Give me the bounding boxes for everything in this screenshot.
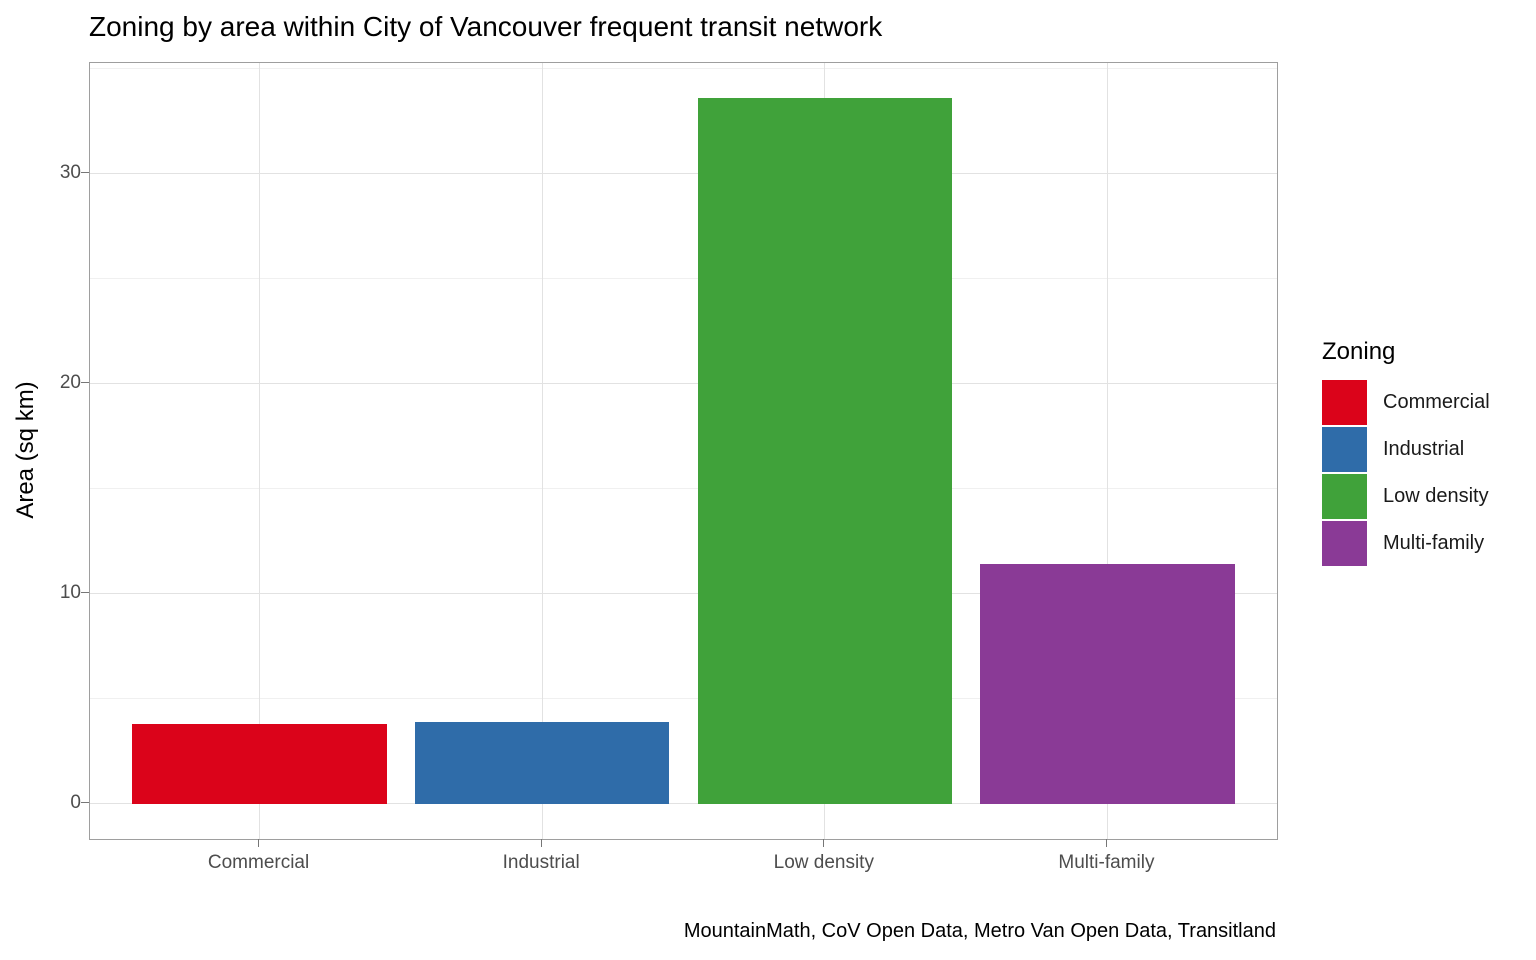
y-tick-mark xyxy=(81,172,89,174)
gridline-minor xyxy=(90,488,1277,490)
x-tick-mark xyxy=(540,839,542,847)
bar-commercial xyxy=(132,723,387,804)
legend-swatch xyxy=(1322,380,1367,425)
y-tick-label: 20 xyxy=(59,371,81,393)
legend: Zoning Commercial Industrial Low density Mu… xyxy=(1322,338,1490,568)
gridline-major xyxy=(90,383,1277,385)
legend-label: Multi-family xyxy=(1383,532,1485,554)
x-tick-label: Multi-family xyxy=(1058,852,1155,873)
x-tick-label: Low density xyxy=(773,852,874,873)
chart-title: Zoning by area within City of Vancouver … xyxy=(89,11,883,42)
legend-swatch xyxy=(1322,427,1367,472)
bar-multi-family xyxy=(980,564,1235,804)
gridline-vertical xyxy=(541,63,543,839)
x-tick-label: Industrial xyxy=(502,852,580,873)
caption: MountainMath, CoV Open Data, Metro Van O… xyxy=(683,920,1276,942)
gridline-major xyxy=(90,173,1277,175)
y-tick-label: 30 xyxy=(59,161,81,183)
y-tick-mark xyxy=(81,592,89,594)
plot-panel xyxy=(89,62,1278,840)
gridline-major xyxy=(90,803,1277,805)
y-tick-mark xyxy=(81,802,89,804)
y-tick-mark xyxy=(81,382,89,384)
legend-item: Low density xyxy=(1322,474,1490,519)
legend-item: Industrial xyxy=(1322,427,1490,472)
gridline-minor xyxy=(90,698,1277,700)
legend-item: Commercial xyxy=(1322,380,1490,425)
gridline-minor xyxy=(90,278,1277,280)
bar-industrial xyxy=(415,721,670,804)
legend-title: Zoning xyxy=(1322,338,1396,365)
legend-swatch xyxy=(1322,474,1367,519)
x-tick-label: Commercial xyxy=(207,852,310,873)
y-tick-label: 0 xyxy=(70,791,81,813)
x-tick-mark xyxy=(1105,839,1107,847)
x-tick-mark xyxy=(258,839,260,847)
x-tick-mark xyxy=(823,839,825,847)
bar-low-density xyxy=(697,98,952,804)
legend-swatch xyxy=(1322,521,1367,566)
y-axis-title: Area (sq km) xyxy=(12,381,39,519)
gridline-vertical xyxy=(259,63,261,839)
legend-label: Low density xyxy=(1383,485,1489,507)
gridline-minor xyxy=(90,68,1277,70)
gridline-vertical xyxy=(1106,63,1108,839)
legend-label: Commercial xyxy=(1383,391,1490,413)
legend-label: Industrial xyxy=(1383,438,1465,460)
legend-item: Multi-family xyxy=(1322,521,1490,566)
y-tick-label: 10 xyxy=(59,581,81,603)
legend-items: Commercial Industrial Low density Multi-fam… xyxy=(1322,380,1490,566)
gridline-major xyxy=(90,593,1277,595)
